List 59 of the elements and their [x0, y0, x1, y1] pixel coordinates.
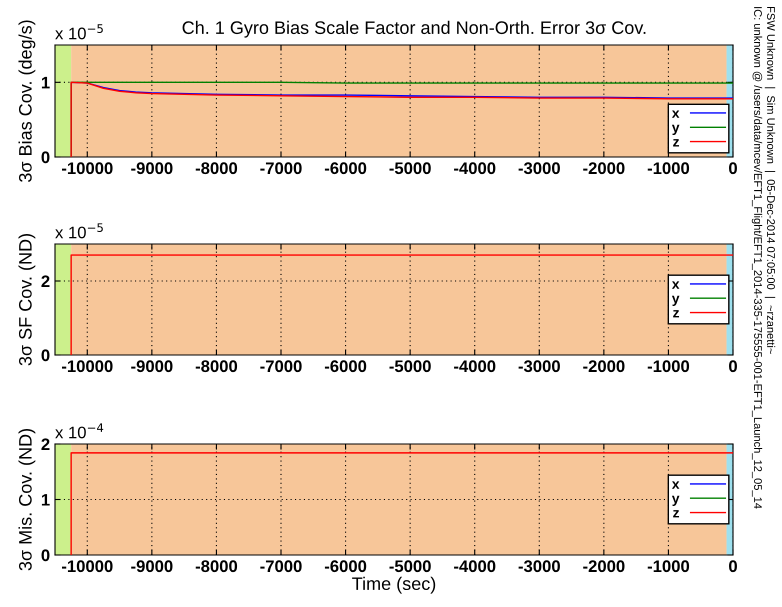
y-axis-title: 3σ SF Cov. (ND) [18, 234, 36, 366]
x-tick-label: -1000 [648, 162, 690, 174]
x-tick-label: -3000 [518, 162, 560, 174]
x-tick-label: -9000 [131, 360, 172, 372]
legend-label: z [673, 310, 680, 318]
x-tick-label: -2000 [583, 560, 624, 572]
x-tick-label: -6000 [324, 560, 366, 572]
x-tick-label: -8000 [196, 162, 238, 174]
x-tick-label: -6000 [324, 360, 366, 372]
x-tick-label: -10000 [62, 360, 113, 372]
x-tick-label: -4000 [454, 360, 496, 372]
x-tick-label: 0 [729, 560, 737, 572]
x-tick-label: -7000 [260, 162, 302, 174]
text: IC: unknown @ /users/data/mcev/EFT1_Flight/EFT1_2014-335-175555-001-EFT1_Launch_12_05_14 [752, 7, 762, 509]
x-tick-label: -2000 [583, 360, 624, 372]
text: x 10$^{−5}$ [55, 223, 103, 238]
text: x 10$^{−4}$ [55, 423, 104, 438]
y-tick-label: 0 [42, 349, 50, 362]
y-axis-title: 3σ Bias Cov. (deg/s) [18, 20, 36, 182]
y-tick-label: 0 [42, 151, 50, 164]
legend-label: y [672, 124, 680, 136]
x-tick-label: -7000 [260, 560, 302, 572]
x-tick-label: -9000 [131, 560, 172, 572]
legend-label: z [673, 139, 680, 146]
x-tick-label: -6000 [324, 162, 366, 174]
x-tick-label: -2000 [583, 162, 624, 174]
legend-label: y [672, 296, 680, 306]
x-tick-label: -4000 [454, 560, 496, 572]
y-axis-title: 3σ Mis. Cov. (ND) [18, 429, 36, 570]
x-tick-label: -8000 [196, 360, 238, 372]
text: FSW Unknown | Sim Unknown | 05-Dec-2014 07:05:00 | ~rzanetti~ [764, 6, 776, 354]
x-tick-label: 0 [729, 162, 737, 174]
legend-label: x [672, 481, 680, 489]
y-tick-label: 2 [41, 275, 50, 288]
x-tick-label: -1000 [648, 560, 690, 572]
x-tick-label: -3000 [518, 560, 560, 572]
x-tick-label: -5000 [389, 560, 431, 572]
x-tick-label: -1000 [648, 360, 690, 372]
x-tick-label: 0 [729, 360, 737, 372]
x-axis-title: Time (sec) [352, 576, 436, 594]
text: x 10$^{−5}$ [55, 24, 103, 40]
y-tick-label: 2 [41, 438, 50, 450]
x-tick-label: -4000 [454, 162, 496, 174]
x-tick-label: -3000 [518, 360, 560, 372]
legend-label: y [672, 496, 680, 506]
y-tick-label: 1 [42, 76, 50, 88]
legend-label: z [673, 510, 680, 518]
legend-label: x [672, 110, 680, 118]
x-tick-label: -8000 [196, 560, 238, 572]
legend-label: x [672, 281, 680, 289]
x-tick-label: -7000 [260, 360, 302, 372]
x-tick-label: -5000 [389, 360, 431, 372]
chart-title: Ch. 1 Gyro Bias Scale Factor and Non-Orth. Error 3σ Cov. [182, 20, 646, 38]
x-tick-label: -10000 [62, 162, 113, 174]
y-tick-label: 1 [42, 494, 50, 506]
x-tick-label: -5000 [389, 162, 431, 174]
x-tick-label: -9000 [131, 162, 172, 174]
x-tick-label: -10000 [62, 560, 113, 572]
y-tick-label: 0 [42, 549, 50, 562]
